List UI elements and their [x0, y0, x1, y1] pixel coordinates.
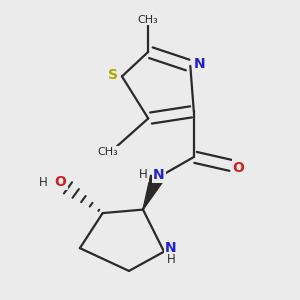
Text: CH₃: CH₃: [138, 15, 159, 25]
Polygon shape: [143, 175, 164, 210]
Text: H: H: [167, 253, 176, 266]
Text: H: H: [39, 176, 47, 189]
Text: O: O: [233, 160, 244, 175]
Text: CH₃: CH₃: [98, 147, 118, 157]
Text: H: H: [139, 168, 148, 181]
Text: S: S: [108, 68, 118, 82]
Text: O: O: [55, 175, 67, 189]
Text: N: N: [193, 57, 205, 71]
Text: N: N: [153, 167, 165, 182]
Text: N: N: [165, 241, 177, 255]
